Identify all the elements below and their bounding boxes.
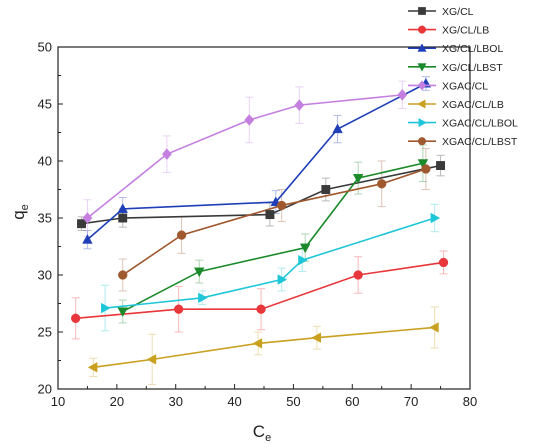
legend-entry-xgac-cl-lbst: XGAC/CL/LBST [408,136,518,148]
legend-marker [417,80,427,91]
data-point-xgac-cl-lbol [298,254,308,266]
legend-entry-xgac-cl: XGAC/CL [408,80,488,92]
data-point-xg-cl-lbol [117,203,128,213]
data-point-xg-cl [436,161,446,171]
data-point-xg-cl-lb [438,257,449,268]
data-point-xg-cl [77,219,86,229]
legend-entry-xgac-cl-lbol: XGAC/CL/LBOL [408,118,518,130]
data-point-xgac-cl [161,148,172,161]
y-tick-label: 20 [38,382,52,397]
series-lines [75,82,444,369]
legend-entry-xg-cl-lb: XG/CL/LB [408,25,489,37]
x-tick-label: 10 [51,394,65,409]
data-point-xg-cl [118,213,128,223]
y-tick-label: 40 [38,154,52,169]
x-axis-title-main: C [253,422,265,441]
y-axis-title-sub: e [19,204,31,210]
data-point-xgac-cl [294,99,305,111]
legend-marker [418,7,426,15]
data-point-xgac-cl [82,212,93,224]
data-point-xg-cl-lbol [332,123,343,134]
data-markers [70,77,449,373]
legend-label: XG/CL/LB [442,25,489,37]
x-tick-label: 20 [110,394,124,409]
legend-marker [417,43,427,52]
data-point-xgac-cl-lbol [277,274,288,285]
y-axis-title: qe [9,204,31,220]
legend-label: XGAC/CL/LBOL [442,118,518,130]
legend-entry-xg-cl-lbst: XG/CL/LBST [408,62,503,74]
series-line-xg-cl-lbol [86,82,427,241]
data-point-xgac-cl-lbol [430,212,441,224]
legend-entry-xg-cl-lbol: XG/CL/LBOL [408,43,503,55]
data-point-xg-cl-lbst [417,159,429,169]
y-tick-label: 45 [38,97,52,112]
data-point-xgac-cl-lbst [377,179,387,189]
data-point-xgac-cl-lbst [118,270,128,280]
error-bars [71,76,448,385]
y-tick-label: 50 [38,40,52,55]
data-point-xg-cl-lb [256,304,266,314]
y-tick-label: 35 [38,211,52,226]
x-tick-label: 50 [286,394,300,409]
data-point-xg-cl-lbst [117,307,128,318]
x-axis-title: Ce [253,422,271,444]
legend-marker [417,25,427,34]
data-point-xgac-cl-lbst [421,164,431,174]
x-axis-ticks: 10 20 30 40 50 60 70 80 [51,384,477,409]
legend-label: XGAC/CL/LB [442,99,504,111]
x-axis-title-sub: e [265,432,271,444]
legend-marker [418,118,427,128]
data-point-xgac-cl-lbst [176,230,187,240]
data-point-xg-cl [265,210,275,220]
legend-label: XGAC/CL/LBST [442,136,518,148]
y-tick-label: 30 [38,268,52,283]
data-point-xgac-cl-lbol [198,292,208,304]
legend-entry-xg-cl: XG/CL [408,6,474,18]
data-point-xg-cl-lbst [352,174,364,184]
data-point-xg-cl [321,185,331,194]
y-axis-ticks: 20 25 30 35 40 45 50 [38,40,63,397]
series-line-xgac-cl-lb [93,326,435,369]
data-point-xgac-cl [244,114,255,126]
data-point-xg-cl-lb [173,304,184,314]
data-point-xgac-cl-lbst [276,200,287,211]
data-point-xgac-cl-lbol [101,302,111,314]
y-axis-title-main: q [9,210,28,219]
data-point-xgac-cl-lb [429,322,439,333]
legend-entry-xgac-cl-lb: XGAC/CL/LB [408,99,504,111]
series-line-xgac-cl [86,94,403,219]
x-tick-label: 70 [404,394,418,409]
data-point-xg-cl-lb [353,270,363,280]
data-point-xg-cl-lbol [82,234,93,244]
y-tick-label: 25 [38,325,52,340]
data-point-xgac-cl-lb [252,338,263,349]
data-point-xg-cl-lbst [299,243,311,254]
x-tick-label: 60 [345,394,359,409]
legend-label: XG/CL [442,6,474,18]
data-point-xgac-cl [397,89,408,101]
x-tick-label: 30 [168,394,182,409]
legend-label: XG/CL/LBOL [442,43,503,55]
legend: XG/CL XG/CL/LB XG/CL/LBOL XG/CL/LBST XGAC/CL… [408,6,518,148]
data-point-xgac-cl-lb [87,362,98,373]
x-tick-label: 40 [227,394,241,409]
legend-label: XGAC/CL [442,80,488,92]
data-point-xgac-cl-lb [146,354,157,365]
series-line-xg-cl [81,164,441,225]
x-tick-label: 80 [463,394,477,409]
data-point-xgac-cl-lb [311,332,322,343]
data-point-xg-cl-lbst [194,267,205,278]
legend-marker [417,63,427,72]
legend-label: XG/CL/LBST [442,62,503,74]
legend-marker [417,99,426,109]
legend-marker [417,137,427,146]
data-point-xg-cl-lb [70,313,81,323]
